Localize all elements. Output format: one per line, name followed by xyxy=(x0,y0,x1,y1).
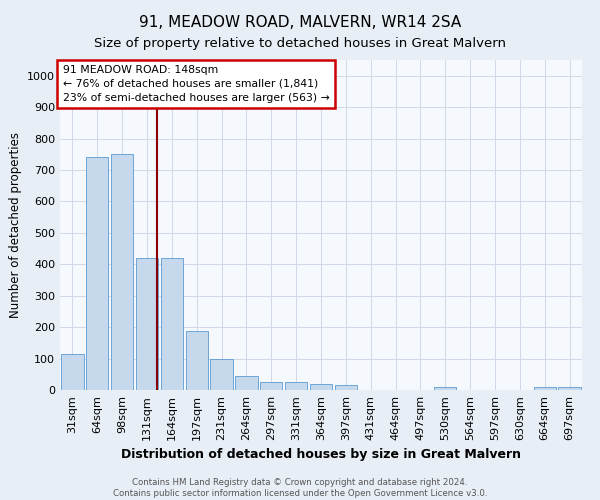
Text: 91 MEADOW ROAD: 148sqm
← 76% of detached houses are smaller (1,841)
23% of semi-: 91 MEADOW ROAD: 148sqm ← 76% of detached… xyxy=(62,65,329,103)
Bar xyxy=(235,376,257,390)
Bar xyxy=(260,382,283,390)
Bar xyxy=(335,386,357,390)
Bar xyxy=(285,382,307,390)
Text: Size of property relative to detached houses in Great Malvern: Size of property relative to detached ho… xyxy=(94,38,506,51)
Bar xyxy=(185,331,208,390)
Bar xyxy=(136,258,158,390)
Bar xyxy=(86,158,109,390)
Bar xyxy=(211,359,233,390)
Bar xyxy=(533,388,556,390)
Bar xyxy=(61,354,83,390)
Bar xyxy=(310,384,332,390)
Bar xyxy=(434,388,457,390)
Y-axis label: Number of detached properties: Number of detached properties xyxy=(8,132,22,318)
Bar xyxy=(161,258,183,390)
Bar xyxy=(111,154,133,390)
X-axis label: Distribution of detached houses by size in Great Malvern: Distribution of detached houses by size … xyxy=(121,448,521,462)
Bar xyxy=(559,388,581,390)
Text: Contains HM Land Registry data © Crown copyright and database right 2024.
Contai: Contains HM Land Registry data © Crown c… xyxy=(113,478,487,498)
Text: 91, MEADOW ROAD, MALVERN, WR14 2SA: 91, MEADOW ROAD, MALVERN, WR14 2SA xyxy=(139,15,461,30)
